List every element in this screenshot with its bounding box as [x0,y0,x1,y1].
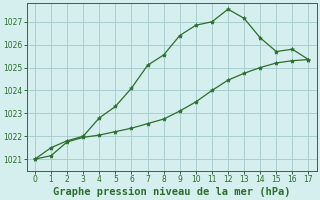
X-axis label: Graphe pression niveau de la mer (hPa): Graphe pression niveau de la mer (hPa) [53,186,291,197]
